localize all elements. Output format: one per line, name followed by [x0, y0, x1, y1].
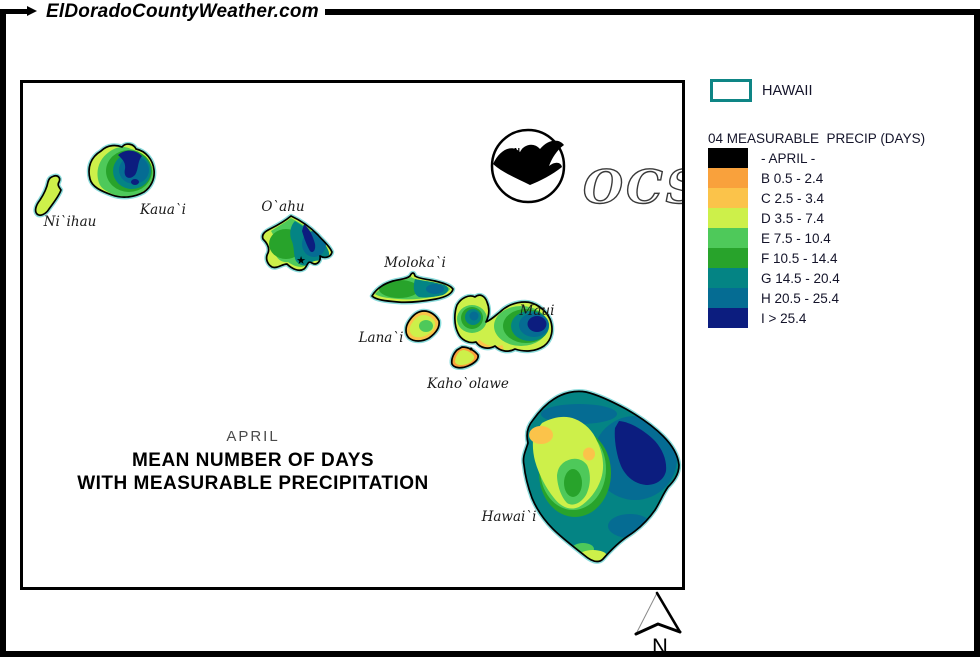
frame-right-border [974, 9, 980, 657]
map-title-line2: WITH MEASURABLE PRECIPITATION [77, 473, 429, 494]
legend-row: F 10.5 - 14.4 [708, 248, 840, 268]
legend-title: 04 MEASURABLE PRECIP (DAYS) [708, 131, 926, 146]
legend-label-I: I > 25.4 [761, 310, 807, 326]
legend-row: B 0.5 - 2.4 [708, 168, 840, 188]
legend-label-D: D 3.5 - 7.4 [761, 210, 825, 226]
legend-label-A: - APRIL - [761, 150, 816, 166]
frame-top-right-segment [292, 9, 980, 15]
honolulu-star-icon: ★ [296, 255, 306, 267]
frame-bottom-border [0, 651, 980, 657]
legend-row: - APRIL - [708, 148, 840, 168]
legend-row: C 2.5 - 3.4 [708, 188, 840, 208]
island-kauai [89, 144, 154, 197]
island-hawaii [523, 391, 679, 562]
map-month-title: APRIL [226, 428, 279, 445]
legend-label-B: B 0.5 - 2.4 [761, 170, 824, 186]
noaa-bird-icon [493, 140, 564, 185]
molokini-islet-dot [469, 347, 473, 351]
label-oahu: O`ahu [261, 199, 304, 215]
label-lanai: Lana`i [358, 330, 404, 346]
noaa-logo-text: NOAA [514, 147, 542, 158]
legend-label-H: H 20.5 - 25.4 [761, 290, 840, 306]
legend-swatch-E [708, 228, 748, 248]
legend-label-G: G 14.5 - 20.4 [761, 270, 840, 286]
island-lanai [406, 311, 439, 341]
ocs-logo-text: OCS [583, 160, 682, 214]
site-header: ElDoradoCountyWeather.com [40, 1, 325, 23]
legend-swatch-D [708, 208, 748, 228]
legend: - APRIL - B 0.5 - 2.4 C 2.5 - 3.4 D 3.5 … [708, 148, 840, 328]
hawaii-map: ★ [23, 128, 682, 587]
legend-label-E: E 7.5 - 10.4 [761, 230, 831, 246]
island-kahoolawe [452, 347, 478, 368]
label-hawaii: Hawai`i [481, 509, 537, 525]
island-niihau [36, 176, 61, 215]
legend-row: E 7.5 - 10.4 [708, 228, 840, 248]
label-kahoolawe: Kaho`olawe [426, 376, 509, 392]
label-molokai: Moloka`i [383, 255, 446, 271]
legend-row: G 14.5 - 20.4 [708, 268, 840, 288]
label-niihau: Ni`ihau [43, 214, 97, 230]
hawaii-region-label: HAWAII [762, 83, 813, 99]
island-oahu: ★ [263, 216, 332, 270]
frame-left-border [0, 9, 6, 657]
legend-swatch-H [708, 288, 748, 308]
legend-swatch-I [708, 308, 748, 328]
legend-swatch-G [708, 268, 748, 288]
legend-row: I > 25.4 [708, 308, 840, 328]
label-maui: Maui [519, 303, 555, 319]
legend-swatch-C [708, 188, 748, 208]
map-frame: ★ [20, 80, 685, 590]
legend-swatch-A [708, 148, 748, 168]
north-arrow: N [634, 591, 682, 659]
frame-top-left-segment [0, 9, 28, 14]
legend-row: D 3.5 - 7.4 [708, 208, 840, 228]
label-kauai: Kaua`i [139, 202, 186, 218]
north-label: N [652, 634, 668, 659]
arrowhead-icon [27, 6, 37, 16]
legend-swatch-F [708, 248, 748, 268]
legend-label-F: F 10.5 - 14.4 [761, 250, 838, 266]
island-maui [455, 295, 552, 351]
hawaii-region-box [710, 79, 752, 102]
legend-row: H 20.5 - 25.4 [708, 288, 840, 308]
legend-swatch-B [708, 168, 748, 188]
island-molokai [372, 273, 453, 302]
map-title-line1: MEAN NUMBER OF DAYS [132, 450, 374, 471]
legend-label-C: C 2.5 - 3.4 [761, 190, 825, 206]
noaa-logo: NOAA [490, 128, 566, 204]
